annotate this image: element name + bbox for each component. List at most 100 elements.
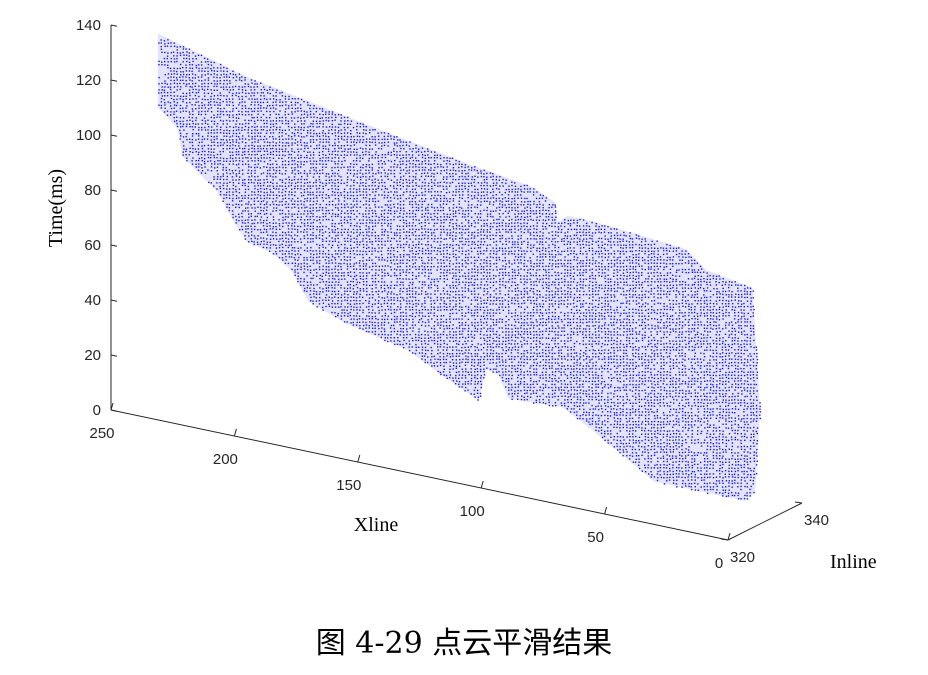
cloud-point bbox=[471, 275, 473, 277]
cloud-point bbox=[294, 101, 297, 104]
cloud-point bbox=[511, 222, 513, 224]
cloud-point bbox=[458, 191, 460, 193]
cloud-point bbox=[247, 151, 249, 153]
cloud-point bbox=[257, 222, 259, 224]
cloud-point bbox=[189, 113, 191, 115]
cloud-point bbox=[511, 184, 513, 187]
cloud-point bbox=[514, 231, 516, 233]
cloud-point bbox=[415, 268, 417, 271]
cloud-point bbox=[356, 148, 358, 150]
cloud-point bbox=[346, 132, 349, 134]
cloud-point bbox=[207, 67, 209, 69]
cloud-point bbox=[297, 161, 299, 163]
cloud-point bbox=[325, 212, 327, 215]
cloud-point bbox=[185, 70, 187, 72]
cloud-point bbox=[421, 203, 423, 206]
cloud-point bbox=[579, 252, 581, 255]
cloud-point bbox=[486, 178, 488, 181]
cloud-point bbox=[225, 169, 227, 171]
cloud-point bbox=[374, 194, 376, 197]
cloud-point bbox=[185, 76, 187, 78]
cloud-point bbox=[266, 120, 268, 122]
cloud-point bbox=[315, 110, 317, 113]
cloud-point bbox=[386, 188, 389, 190]
cloud-point bbox=[490, 176, 492, 178]
cloud-point bbox=[424, 221, 426, 224]
cloud-point bbox=[523, 184, 526, 187]
cloud-point bbox=[647, 250, 650, 252]
cloud-point bbox=[325, 173, 328, 175]
cloud-point bbox=[254, 83, 256, 85]
cloud-point bbox=[514, 188, 517, 190]
cloud-point bbox=[495, 232, 498, 234]
cloud-point bbox=[254, 154, 256, 156]
cloud-point bbox=[368, 169, 370, 172]
cloud-point bbox=[347, 274, 349, 276]
cloud-point bbox=[589, 275, 591, 277]
cloud-point bbox=[536, 191, 538, 193]
cloud-point bbox=[288, 95, 290, 98]
cloud-point bbox=[309, 204, 312, 206]
cloud-point bbox=[536, 216, 538, 218]
cloud-point bbox=[545, 213, 547, 215]
cloud-point bbox=[337, 213, 339, 216]
cloud-point bbox=[191, 86, 193, 88]
cloud-point bbox=[424, 225, 426, 227]
cloud-point bbox=[285, 142, 287, 144]
cloud-point bbox=[195, 92, 197, 94]
cloud-point bbox=[228, 209, 230, 212]
cloud-point bbox=[597, 228, 600, 231]
cloud-point bbox=[284, 262, 287, 265]
cloud-point bbox=[499, 231, 501, 233]
cloud-point bbox=[564, 256, 566, 258]
cloud-point bbox=[204, 120, 207, 122]
cloud-point bbox=[343, 154, 346, 156]
cloud-point bbox=[325, 240, 327, 243]
cloud-point bbox=[324, 145, 327, 147]
cloud-point bbox=[207, 85, 209, 88]
cloud-point bbox=[349, 166, 351, 168]
cloud-point bbox=[583, 228, 585, 231]
cloud-point bbox=[387, 159, 390, 162]
cloud-point bbox=[352, 191, 355, 193]
cloud-point bbox=[325, 166, 327, 168]
cloud-point bbox=[312, 228, 314, 230]
cloud-point bbox=[256, 86, 259, 88]
cloud-point bbox=[657, 250, 659, 252]
cloud-point bbox=[449, 163, 451, 165]
cloud-point bbox=[362, 139, 365, 141]
cloud-point bbox=[474, 243, 476, 246]
cloud-point bbox=[529, 207, 532, 209]
cloud-point bbox=[315, 194, 318, 197]
cloud-point bbox=[402, 156, 405, 159]
cloud-point bbox=[315, 268, 317, 271]
cloud-point bbox=[473, 178, 476, 181]
cloud-point bbox=[493, 241, 495, 243]
cloud-point bbox=[294, 265, 296, 267]
cloud-point bbox=[250, 215, 252, 217]
cloud-point bbox=[270, 181, 272, 183]
cloud-point bbox=[303, 265, 305, 267]
cloud-point bbox=[287, 262, 290, 265]
cloud-point bbox=[569, 269, 572, 271]
cloud-point bbox=[288, 160, 290, 163]
cloud-point bbox=[381, 231, 383, 233]
cloud-point bbox=[346, 256, 349, 258]
cloud-point bbox=[241, 184, 244, 187]
cloud-point bbox=[381, 210, 383, 212]
cloud-point bbox=[309, 207, 311, 209]
cloud-point bbox=[629, 265, 631, 268]
cloud-point bbox=[517, 241, 519, 243]
cloud-point bbox=[281, 209, 284, 212]
cloud-point bbox=[685, 256, 687, 259]
cloud-point bbox=[414, 215, 417, 218]
cloud-point bbox=[613, 256, 615, 258]
cloud-point bbox=[163, 111, 166, 113]
cloud-point bbox=[471, 178, 473, 181]
cloud-point bbox=[368, 210, 370, 212]
cloud-point bbox=[545, 241, 547, 243]
cloud-point bbox=[275, 188, 277, 190]
cloud-point bbox=[443, 195, 445, 197]
cloud-point bbox=[316, 226, 318, 228]
cloud-point bbox=[219, 116, 221, 118]
